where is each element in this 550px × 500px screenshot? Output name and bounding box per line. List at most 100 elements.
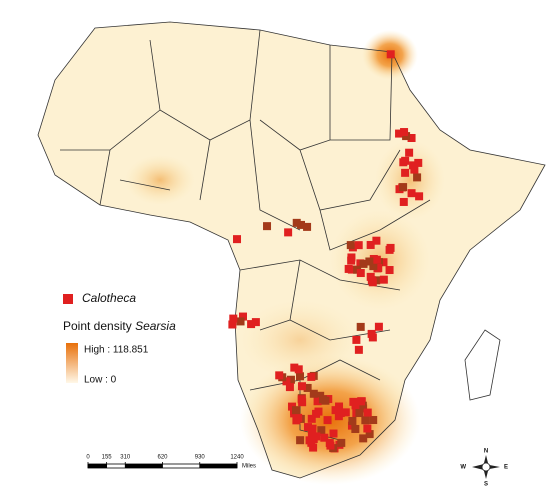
occurrence-point [229, 314, 238, 323]
occurrence-point [323, 416, 332, 425]
occurrence-point [303, 222, 312, 231]
occurrence-point [251, 318, 260, 327]
occurrence-point [402, 132, 411, 141]
occurrence-point [351, 424, 360, 433]
occurrence-point [290, 363, 299, 372]
occurrence-point [385, 245, 394, 254]
occurrence-point [247, 320, 256, 329]
occurrence-point [297, 220, 306, 229]
occurrence-point [356, 322, 365, 331]
scale-segment [88, 464, 107, 468]
country-borders [37, 21, 546, 479]
occurrence-point [312, 409, 321, 418]
occurrence-point [286, 375, 295, 384]
occurrence-point [303, 383, 312, 392]
compass-w: W [460, 465, 466, 471]
occurrence-point [395, 129, 404, 138]
occurrence-point [294, 365, 303, 374]
occurrence-point [295, 372, 304, 381]
legend-title-text: Point density [63, 319, 132, 333]
occurrence-point [308, 424, 317, 433]
occurrence-point [284, 228, 293, 237]
occurrence-point [410, 165, 419, 174]
occurrence-point [305, 436, 314, 445]
occurrence-point [238, 312, 247, 321]
occurrence-point [374, 263, 383, 272]
scale-segment [125, 464, 163, 468]
occurrence-point [282, 377, 291, 386]
occurrence-point [405, 148, 414, 157]
occurrence-point [344, 264, 353, 273]
scale-label: 0 [86, 455, 90, 461]
occurrence-point [348, 416, 357, 425]
occurrence-point [347, 256, 356, 265]
occurrence-point [359, 434, 368, 443]
occurrence-point [366, 240, 375, 249]
occurrence-point [414, 158, 423, 167]
legend-title: Point density Searsia [63, 319, 176, 333]
occurrence-point [399, 183, 408, 192]
occurrence-point [363, 424, 372, 433]
scale-segment [199, 464, 237, 468]
occurrence-point [320, 433, 329, 442]
scale-label: 620 [157, 455, 168, 461]
occurrence-point [368, 278, 377, 287]
occurrence-point [369, 416, 378, 425]
occurrence-point [297, 395, 306, 404]
occurrence-points [228, 50, 424, 453]
occurrence-point [292, 218, 301, 227]
occurrence-point [309, 443, 318, 452]
occurrence-point [372, 236, 381, 245]
occurrence-point [326, 441, 335, 450]
compass-center [481, 462, 491, 472]
occurrence-point [236, 317, 245, 326]
occurrence-point [401, 168, 410, 177]
legend-title-species: Searsia [135, 319, 176, 333]
occurrence-point [291, 406, 300, 415]
occurrence-point [379, 258, 388, 267]
occurrence-point [275, 371, 284, 380]
occurrence-point [413, 173, 422, 182]
occurrence-point [355, 409, 364, 418]
occurrence-point [228, 320, 237, 329]
legend-label: Calotheca [82, 291, 136, 305]
occurrence-point [415, 192, 424, 201]
scale-label: 310 [120, 455, 131, 461]
occurrence-point [296, 436, 305, 445]
occurrence-point [263, 222, 272, 231]
occurrence-point [313, 397, 322, 406]
occurrence-point [351, 401, 360, 410]
density-hotspot [125, 155, 195, 205]
occurrence-point [346, 241, 355, 250]
madagascar [464, 329, 501, 401]
occurrence-point [359, 259, 368, 268]
occurrence-point [374, 322, 383, 331]
occurrence-point [385, 266, 394, 275]
occurrence-point [356, 269, 365, 278]
occurrence-point [379, 275, 388, 284]
occurrence-point [366, 272, 375, 281]
occurrence-point [365, 430, 374, 439]
occurrence-point [331, 406, 340, 415]
occurrence-point [307, 414, 316, 423]
occurrence-point [365, 257, 374, 266]
scale-label: 930 [195, 455, 206, 461]
legend: Calotheca Point density Searsia High : 1… [63, 291, 176, 386]
occurrence-point [317, 426, 326, 435]
occurrence-point [361, 416, 370, 425]
occurrence-point [336, 409, 345, 418]
occurrence-point [341, 408, 350, 417]
occurrence-point [386, 50, 395, 59]
occurrence-point [363, 408, 372, 417]
occurrence-point [409, 161, 418, 170]
occurrence-point [312, 432, 321, 441]
occurrence-point [357, 397, 366, 406]
occurrence-point [367, 329, 376, 338]
occurrence-point [354, 241, 363, 250]
scale-label: 155 [102, 455, 113, 461]
scale-bar: Miles 0 155 310 620 930 1240 [86, 455, 256, 470]
legend-swatch-points [63, 294, 73, 304]
legend-low: Low : 0 [84, 375, 117, 386]
scale-unit: Miles [242, 464, 256, 470]
